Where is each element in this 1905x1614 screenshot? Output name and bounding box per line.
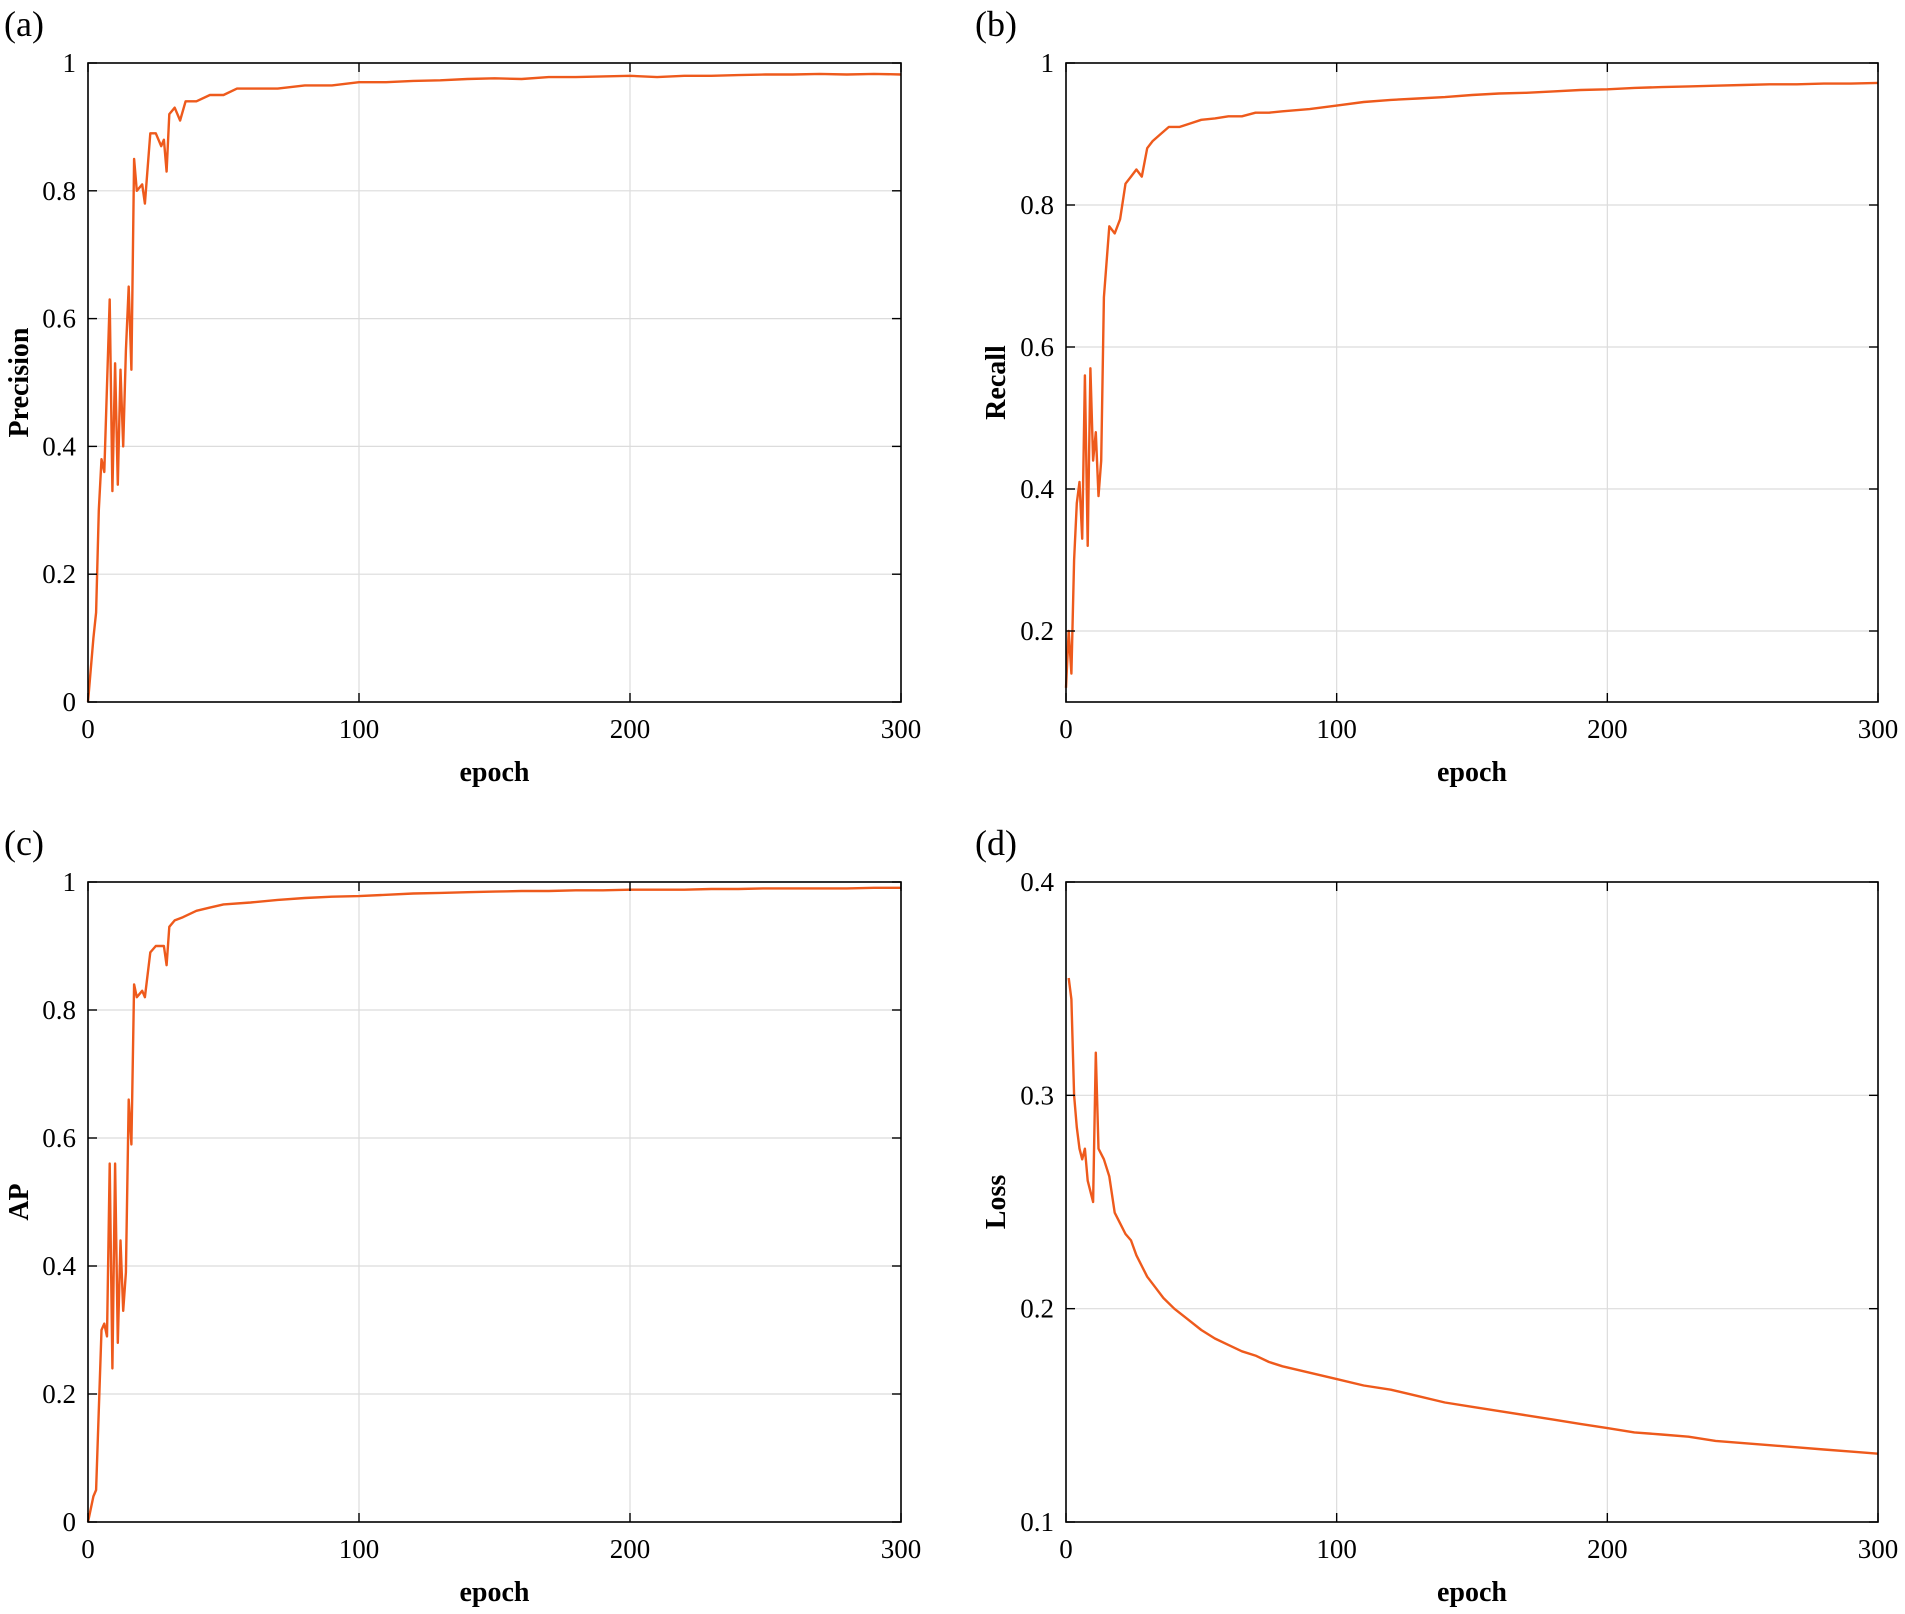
x-tick-label: 100 [339, 714, 380, 744]
plot-frame [1065, 881, 1879, 1523]
plot-frame [1065, 62, 1879, 703]
y-tick-label: 0.6 [42, 1123, 76, 1153]
y-tick-label: 1 [63, 867, 77, 897]
series-line [1064, 81, 1879, 688]
plot-frame [87, 62, 902, 703]
y-axis-label: Recall [981, 345, 1012, 420]
x-tick-label: 0 [81, 1534, 95, 1564]
panel-c: (c) 0 100 200 300 0 0.2 0.4 0.6 0.8 1 epoch AP [4, 823, 921, 1608]
series-line [86, 886, 901, 1523]
panel-letter: (c) [4, 823, 44, 863]
y-tick-label: 0.8 [1020, 190, 1054, 220]
y-tick-label: 0.2 [1020, 616, 1054, 646]
y-tick-label: 0 [63, 687, 77, 717]
y-tick-label: 0.6 [42, 304, 76, 334]
x-tick-label: 100 [1316, 714, 1357, 744]
series-line [1067, 977, 1879, 1455]
y-tick-label: 0.2 [42, 559, 76, 589]
x-tick-label: 300 [881, 1534, 922, 1564]
y-tick-label: 0.2 [42, 1379, 76, 1409]
y-tick-label: 0.6 [1020, 332, 1054, 362]
x-axis-label: epoch [1437, 1577, 1507, 1608]
x-tick-label: 300 [1858, 1534, 1899, 1564]
y-tick-label: 0.8 [42, 176, 76, 206]
panel-a: (a) 0 100 200 300 0 0.2 0.4 0.6 0.8 1 epoch Precisio… [4, 4, 921, 788]
y-tick-label: 0.4 [1020, 867, 1054, 897]
y-tick-label: 0.4 [42, 1251, 76, 1281]
panel-letter: (d) [975, 823, 1017, 863]
y-axis-label: AP [4, 1183, 35, 1220]
series-line [86, 72, 902, 703]
panel-letter: (a) [4, 4, 44, 44]
x-tick-label: 0 [81, 714, 95, 744]
y-axis-label: Precision [4, 327, 35, 437]
x-tick-label: 200 [1587, 714, 1628, 744]
y-tick-label: 1 [63, 48, 77, 78]
x-tick-label: 0 [1059, 1534, 1073, 1564]
y-tick-label: 0.2 [1020, 1294, 1054, 1324]
x-tick-label: 100 [339, 1534, 380, 1564]
x-tick-label: 0 [1059, 714, 1073, 744]
x-tick-label: 300 [1858, 714, 1899, 744]
panel-b: (b) 0 100 200 300 0.2 0.4 0.6 0.8 1 epoch Recall [975, 4, 1898, 788]
y-axis-label: Loss [981, 1175, 1012, 1230]
y-tick-label: 0.3 [1020, 1080, 1054, 1110]
x-axis-label: epoch [1437, 757, 1507, 788]
y-tick-label: 0 [63, 1507, 77, 1537]
x-tick-label: 100 [1316, 1534, 1357, 1564]
panel-letter: (b) [975, 4, 1017, 44]
x-tick-label: 300 [881, 714, 922, 744]
y-tick-label: 0.8 [42, 995, 76, 1025]
y-tick-label: 0.4 [1020, 474, 1054, 504]
y-tick-label: 1 [1041, 48, 1055, 78]
panel-d: (d) 0 100 200 300 0.1 0.2 0.3 0.4 epoch Loss [975, 823, 1898, 1608]
x-tick-label: 200 [610, 714, 651, 744]
y-tick-label: 0.1 [1020, 1507, 1054, 1537]
y-tick-label: 0.4 [42, 431, 76, 461]
plot-frame [87, 881, 902, 1523]
x-tick-label: 200 [610, 1534, 651, 1564]
x-tick-label: 200 [1587, 1534, 1628, 1564]
x-axis-label: epoch [460, 1577, 530, 1608]
x-axis-label: epoch [460, 757, 530, 788]
